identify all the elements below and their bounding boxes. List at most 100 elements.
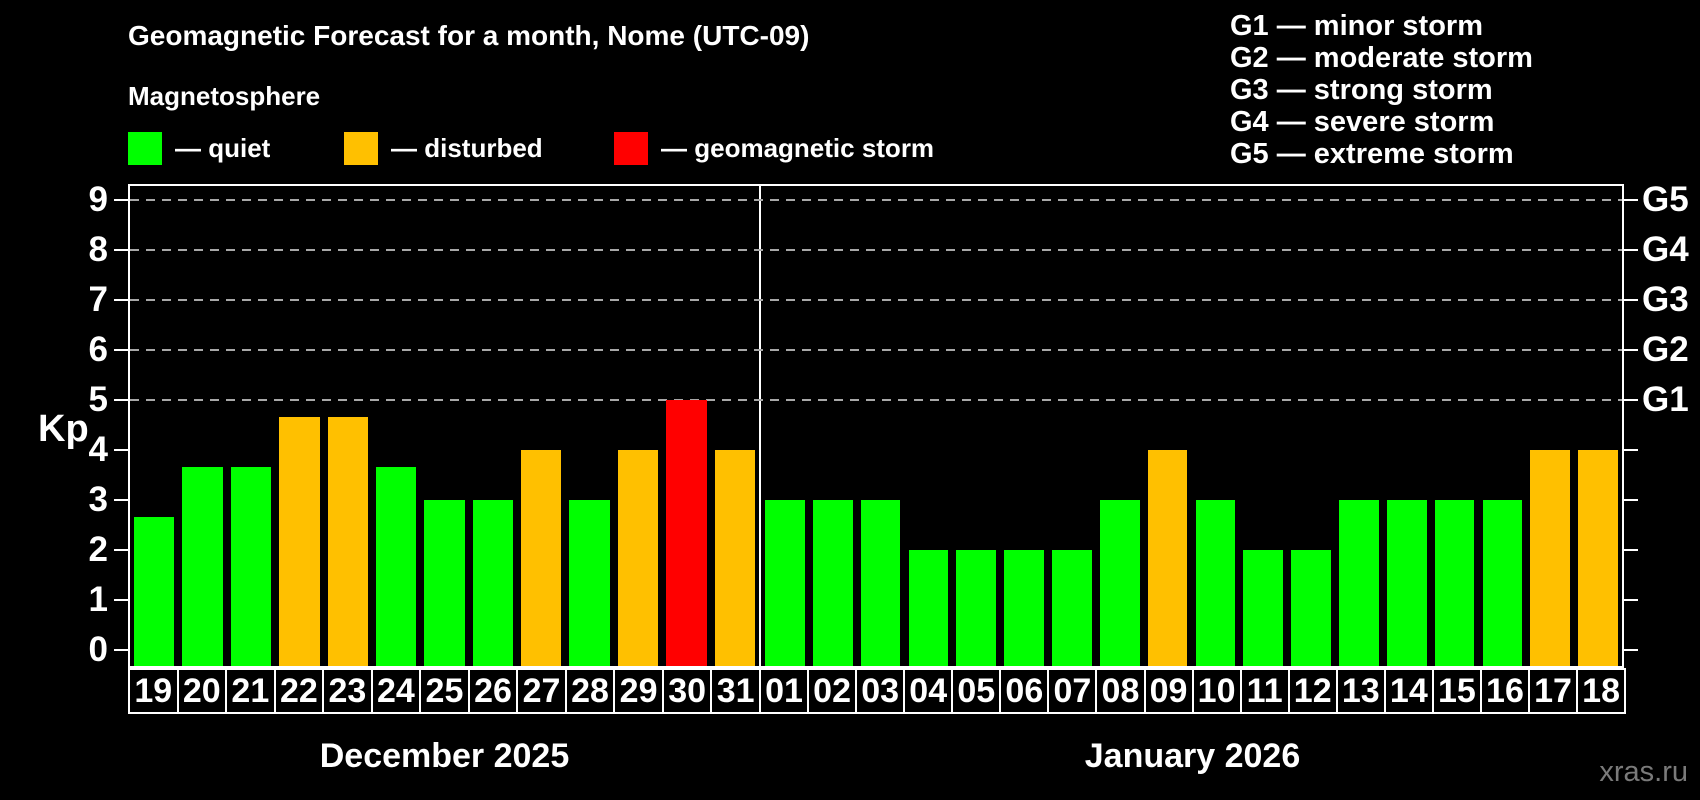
g-scale-legend: G1 — minor storm G2 — moderate storm G3 — …	[1230, 10, 1533, 170]
day-label-01: 01	[759, 668, 810, 714]
day-label-30: 30	[661, 668, 713, 714]
day-label-29: 29	[613, 668, 664, 714]
day-label-21: 21	[225, 668, 276, 714]
day-row-december: 19 20 21 22 23 24 25 26 27 28 29 30 31	[128, 668, 761, 714]
y-tick-right-6	[1624, 349, 1638, 351]
day-label-12: 12	[1287, 668, 1338, 714]
gridline-kp-9	[130, 199, 1622, 201]
g-scale-line-g3: G3 — strong storm	[1230, 74, 1493, 106]
day-label-03: 03	[855, 668, 906, 714]
day-label-13: 13	[1335, 668, 1386, 714]
day-label-26: 26	[467, 668, 519, 714]
y-axis-label-0: 0	[88, 630, 108, 669]
day-label-14: 14	[1383, 668, 1434, 714]
y-axis-label-5: 5	[88, 380, 108, 419]
day-label-27: 27	[516, 668, 567, 714]
y-axis-label-1: 1	[88, 580, 108, 619]
y-axis-label-9: 9	[88, 180, 108, 219]
bar-day-04	[908, 550, 949, 666]
day-label-06: 06	[999, 668, 1050, 714]
legend-label-disturbed: — disturbed	[391, 132, 543, 163]
y-tick-right-9	[1624, 199, 1638, 201]
y-tick-right-0	[1624, 649, 1638, 651]
right-axis-label-g3: G3	[1642, 280, 1689, 319]
bar-day-08	[1099, 500, 1140, 666]
plot-area	[114, 184, 1638, 668]
y-tick-right-1	[1624, 599, 1638, 601]
gridline-kp-5	[130, 399, 1622, 401]
y-tick-left-8	[114, 249, 128, 251]
y-tick-left-7	[114, 299, 128, 301]
g-scale-line-g5: G5 — extreme storm	[1230, 138, 1514, 170]
month-label-december: December 2025	[319, 737, 570, 775]
day-label-08: 08	[1095, 668, 1146, 714]
legend-item-disturbed: — disturbed	[344, 131, 543, 165]
y-axis-label-7: 7	[88, 280, 108, 319]
day-label-23: 23	[322, 668, 373, 714]
bar-day-30	[666, 400, 707, 666]
y-tick-left-6	[114, 349, 128, 351]
day-label-19: 19	[128, 668, 179, 714]
month-label-january: January 2026	[1084, 737, 1301, 775]
bar-day-28	[569, 500, 610, 666]
y-axis-title: Kp	[38, 408, 89, 450]
bar-day-14	[1386, 500, 1427, 666]
day-label-17: 17	[1528, 668, 1579, 714]
bar-day-24	[375, 466, 417, 666]
y-tick-right-7	[1624, 299, 1638, 301]
chart-title: Geomagnetic Forecast for a month, Nome (…	[128, 20, 810, 51]
y-tick-left-0	[114, 649, 128, 651]
y-axis-label-4: 4	[88, 430, 108, 469]
bar-day-17	[1530, 450, 1571, 666]
g-scale-line-g2: G2 — moderate storm	[1230, 42, 1533, 74]
day-label-09: 09	[1143, 668, 1194, 714]
bar-day-22	[279, 416, 320, 666]
y-tick-right-8	[1624, 249, 1638, 251]
y-tick-left-9	[114, 199, 128, 201]
right-axis-label-g5: G5	[1642, 180, 1689, 219]
y-tick-right-2	[1624, 549, 1638, 551]
day-label-04: 04	[903, 668, 954, 714]
y-axis-label-3: 3	[88, 480, 108, 519]
day-row-january: 01 02 03 04 05 06 07 08 09 10 11 12 13 14 15 16 17 18	[759, 668, 1627, 714]
y-axis-label-6: 6	[88, 330, 108, 369]
chart-subtitle: Magnetosphere	[128, 81, 321, 111]
bar-day-20	[182, 466, 223, 666]
bar-day-01	[765, 500, 805, 666]
right-axis-label-g1: G1	[1642, 380, 1689, 419]
day-label-07: 07	[1047, 668, 1098, 714]
bar-day-26	[472, 500, 514, 666]
day-label-02: 02	[807, 668, 858, 714]
legend-item-storm: — geomagnetic storm	[614, 131, 934, 165]
bar-day-21	[230, 466, 272, 666]
y-axis-label-2: 2	[88, 530, 108, 569]
bar-day-13	[1339, 500, 1379, 666]
bar-day-15	[1434, 500, 1475, 666]
y-tick-right-3	[1624, 499, 1638, 501]
xras-watermark-link[interactable]: xras.ru	[1599, 756, 1688, 788]
bar-day-09	[1147, 450, 1188, 666]
day-label-10: 10	[1191, 668, 1242, 714]
bar-day-06	[1004, 550, 1044, 666]
bar-day-10	[1195, 500, 1236, 666]
y-axis-label-8: 8	[88, 230, 108, 269]
legend-label-storm: — geomagnetic storm	[661, 132, 935, 163]
g-scale-line-g4: G4 — severe storm	[1230, 106, 1495, 138]
day-label-22: 22	[273, 668, 325, 714]
gridline-kp-7	[130, 299, 1622, 301]
y-tick-left-1	[114, 599, 128, 601]
y-tick-left-2	[114, 549, 128, 551]
legend-item-quiet: — quiet	[128, 131, 270, 165]
y-tick-left-5	[114, 399, 128, 401]
quiet-color-swatch	[128, 131, 162, 165]
month-divider-line	[759, 186, 761, 666]
legend-label-quiet: — quiet	[175, 132, 271, 163]
right-axis-label-g2: G2	[1642, 330, 1689, 369]
bar-day-31	[714, 450, 755, 666]
day-label-15: 15	[1431, 668, 1482, 714]
bar-day-25	[424, 500, 465, 666]
bar-day-23	[327, 416, 368, 666]
day-label-05: 05	[951, 668, 1002, 714]
gridline-kp-6	[130, 349, 1622, 351]
